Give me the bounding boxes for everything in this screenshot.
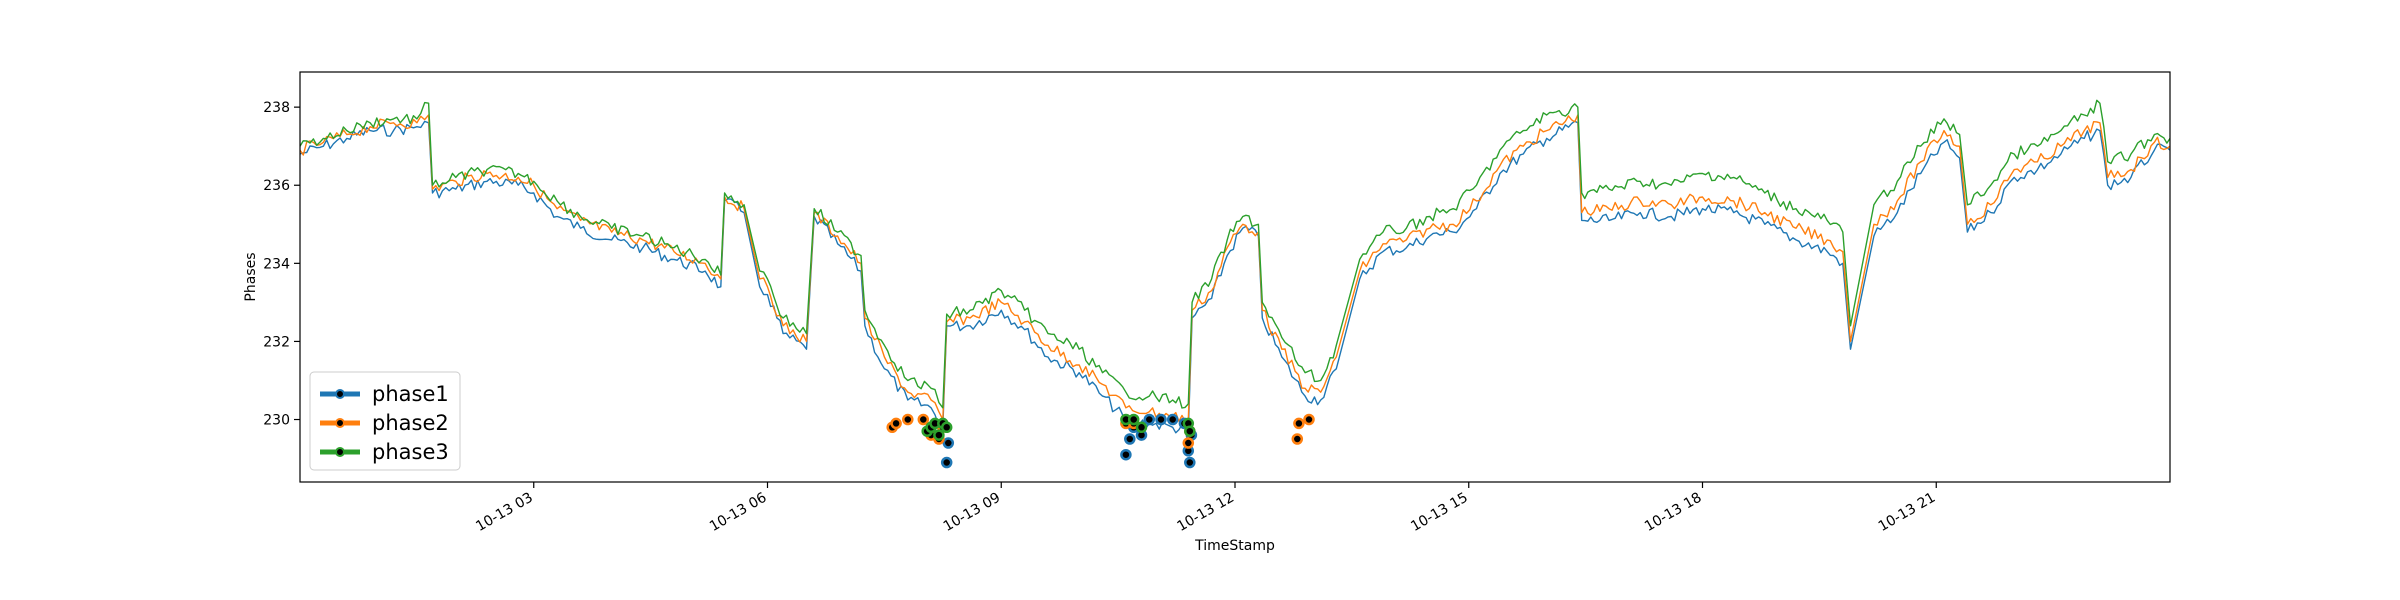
- x-tick-label: 10-13 15: [1408, 490, 1471, 535]
- marker-phase1: [1143, 413, 1156, 426]
- legend-marker-phase1: [335, 389, 345, 399]
- y-axis-label: Phases: [243, 252, 259, 301]
- marker-layer: [886, 413, 1315, 469]
- marker-phase3: [1184, 425, 1196, 437]
- marker-phase3: [1135, 421, 1148, 434]
- y-tick-label: 234: [263, 256, 290, 272]
- x-tick-label: 10-13 12: [1174, 490, 1237, 535]
- y-tick-label: 230: [263, 413, 290, 429]
- series-line-phase1: [299, 120, 2171, 434]
- x-tick-label: 10-13 06: [707, 490, 770, 535]
- y-tick-label: 238: [263, 100, 290, 116]
- legend-label-phase3: phase3: [372, 440, 449, 464]
- marker-phase3: [940, 421, 953, 434]
- marker-phase1: [1120, 448, 1132, 461]
- marker-phase2: [1303, 413, 1315, 426]
- y-tick-label: 236: [263, 178, 290, 194]
- ticks-layer: 230 232 234 236 238 10-13 03 10-13 06 10-13 09 1…: [263, 100, 1938, 535]
- marker-phase2: [902, 413, 914, 426]
- marker-phase1: [940, 456, 953, 469]
- y-tick-label: 232: [263, 334, 290, 350]
- x-tick-label: 10-13 09: [941, 490, 1004, 535]
- marker-phase2: [1291, 433, 1304, 445]
- x-tick-label: 10-13 18: [1642, 490, 1705, 535]
- marker-phase1: [1155, 413, 1167, 426]
- marker-phase3: [1127, 413, 1140, 426]
- marker-phase2: [1293, 417, 1305, 430]
- x-axis-label: TimeStamp: [1194, 538, 1275, 554]
- marker-phase3: [933, 429, 945, 441]
- plot-frame: [299, 71, 2171, 483]
- marker-phase2: [917, 413, 930, 426]
- legend-marker-phase2: [335, 418, 345, 428]
- legend-marker-phase3: [335, 447, 345, 457]
- marker-phase1: [942, 437, 955, 449]
- legend-label-phase2: phase2: [372, 411, 449, 435]
- marker-phase1: [1124, 433, 1136, 445]
- marker-phase1: [1184, 456, 1196, 469]
- legend-label-phase1: phase1: [372, 382, 449, 406]
- x-tick-label: 10-13 21: [1876, 490, 1939, 535]
- marker-phase2: [1182, 437, 1195, 449]
- marker-phase2: [890, 417, 902, 430]
- series-layer: [299, 99, 2171, 434]
- series-line-phase3: [299, 99, 2171, 409]
- series-line-phase2: [299, 114, 2171, 422]
- x-tick-label: 10-13 03: [473, 490, 536, 535]
- marker-phase1: [1166, 413, 1179, 426]
- legend: phase1 phase2 phase3: [309, 371, 461, 471]
